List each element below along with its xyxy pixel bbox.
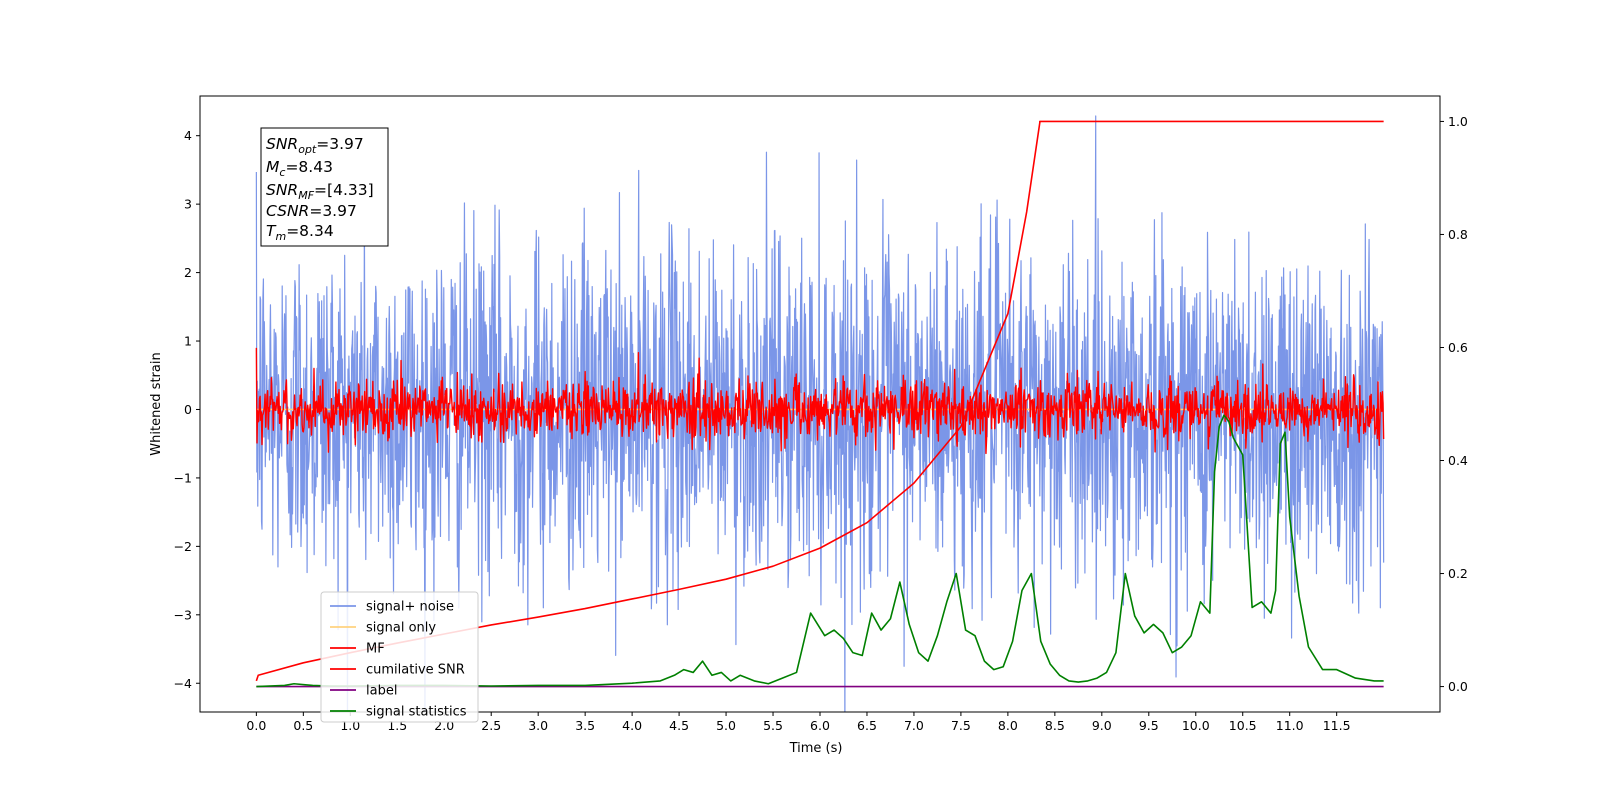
annotation-csnr: CSNR=3.97 xyxy=(266,202,357,220)
y-tick-label: 2 xyxy=(184,265,192,280)
legend-label: signal statistics xyxy=(366,705,467,720)
x-tick-label: 9.0 xyxy=(1092,718,1112,733)
y-tick-label: −4 xyxy=(174,676,192,691)
y2-tick-label: 0.8 xyxy=(1448,227,1468,242)
x-tick-label: 11.5 xyxy=(1323,718,1351,733)
y2-tick-label: 0.4 xyxy=(1448,453,1468,468)
y-tick-label: 3 xyxy=(184,197,192,212)
x-tick-label: 8.5 xyxy=(1045,718,1065,733)
x-tick-label: 10.0 xyxy=(1182,718,1210,733)
legend-label: signal only xyxy=(366,621,436,636)
legend-label: label xyxy=(366,684,397,699)
series-mf xyxy=(255,347,1385,455)
x-tick-label: 9.5 xyxy=(1139,718,1159,733)
x-axis-label: Time (s) xyxy=(789,741,843,756)
legend-label: MF xyxy=(366,642,385,657)
annotation-tm: Tm=8.34 xyxy=(266,222,334,243)
y2-tick-label: 0.2 xyxy=(1448,566,1468,581)
annotation-snr-mf: SNRMF=[4.33] xyxy=(266,181,374,202)
y-tick-label: 4 xyxy=(184,128,192,143)
y-tick-label: −3 xyxy=(174,607,192,622)
x-tick-label: 6.0 xyxy=(810,718,830,733)
y2-tick-label: 0.0 xyxy=(1448,679,1468,694)
x-tick-label: 4.0 xyxy=(622,718,642,733)
series-signal-statistics xyxy=(256,414,1384,688)
annotation-snr-opt: SNRopt=3.97 xyxy=(266,135,364,156)
x-tick-label: 6.5 xyxy=(857,718,877,733)
y-tick-label: −1 xyxy=(174,470,192,485)
series-signal-noise xyxy=(255,115,1385,712)
y-tick-label: −2 xyxy=(174,539,192,554)
x-tick-label: 8.0 xyxy=(998,718,1018,733)
x-tick-label: 7.5 xyxy=(951,718,971,733)
x-tick-label: 4.5 xyxy=(669,718,689,733)
x-tick-label: 11.0 xyxy=(1276,718,1304,733)
x-tick-label: 5.5 xyxy=(763,718,783,733)
y2-tick-label: 1.0 xyxy=(1448,114,1468,129)
x-tick-label: 3.5 xyxy=(575,718,595,733)
x-tick-label: 0.0 xyxy=(246,718,266,733)
x-tick-label: 3.0 xyxy=(528,718,548,733)
y-tick-label: 0 xyxy=(184,402,192,417)
y2-tick-label: 0.6 xyxy=(1448,340,1468,355)
x-tick-label: 10.5 xyxy=(1229,718,1257,733)
annotation-mc: Mc=8.43 xyxy=(266,158,333,179)
x-tick-label: 2.5 xyxy=(481,718,501,733)
x-tick-label: 0.5 xyxy=(293,718,313,733)
y-axis-label: Whitened strain xyxy=(149,352,164,455)
annotation-box: SNRopt=3.97 Mc=8.43 SNRMF=[4.33] CSNR=3.… xyxy=(260,127,389,247)
legend: signal+ noise signal only MF cumilative SNR… xyxy=(320,591,479,723)
y-tick-label: 1 xyxy=(184,334,192,349)
x-tick-label: 7.0 xyxy=(904,718,924,733)
legend-label: cumilative SNR xyxy=(366,663,465,678)
legend-label: signal+ noise xyxy=(366,600,454,615)
legend-frame xyxy=(320,591,479,723)
x-tick-label: 5.0 xyxy=(716,718,736,733)
